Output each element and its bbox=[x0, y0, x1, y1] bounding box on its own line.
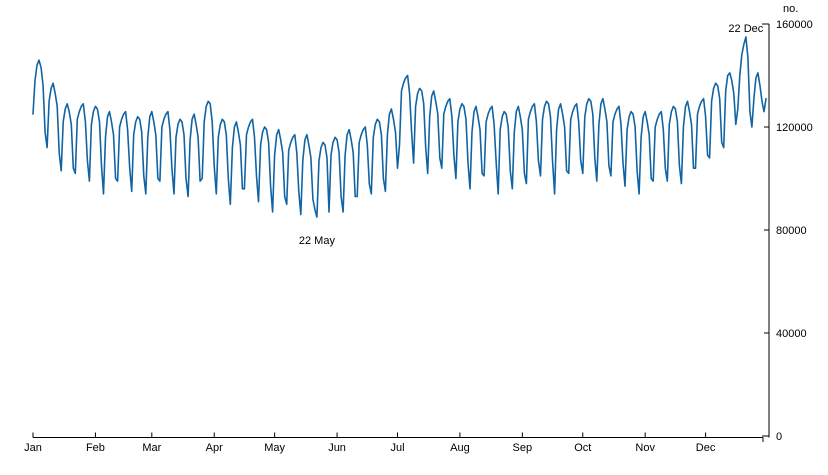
x-axis-label-oct: Oct bbox=[574, 442, 591, 454]
annotation-22-dec: 22 Dec bbox=[728, 23, 763, 35]
y-axis-label-160000: 160000 bbox=[776, 19, 813, 31]
x-axis-label-sep: Sep bbox=[513, 442, 533, 454]
x-axis-label-apr: Apr bbox=[206, 442, 223, 454]
x-axis-label-mar: Mar bbox=[142, 442, 161, 454]
series-line bbox=[32, 36, 767, 218]
x-axis-label-may: May bbox=[264, 442, 285, 454]
x-axis-label-jun: Jun bbox=[328, 442, 346, 454]
y-axis-label-80000: 80000 bbox=[776, 225, 807, 237]
y-axis-label-120000: 120000 bbox=[776, 122, 813, 134]
y-axis-label-40000: 40000 bbox=[776, 328, 807, 340]
y-axis-unit-label: no. bbox=[783, 3, 798, 15]
x-axis-label-jul: Jul bbox=[390, 442, 404, 454]
x-axis-label-nov: Nov bbox=[635, 442, 655, 454]
x-axis-label-feb: Feb bbox=[86, 442, 105, 454]
x-axis-label-jan: Jan bbox=[24, 442, 42, 454]
y-axis-label-0: 0 bbox=[776, 431, 782, 443]
x-axis-label-aug: Aug bbox=[450, 442, 470, 454]
annotation-22-may: 22 May bbox=[299, 235, 336, 247]
x-axis-label-dec: Dec bbox=[696, 442, 716, 454]
